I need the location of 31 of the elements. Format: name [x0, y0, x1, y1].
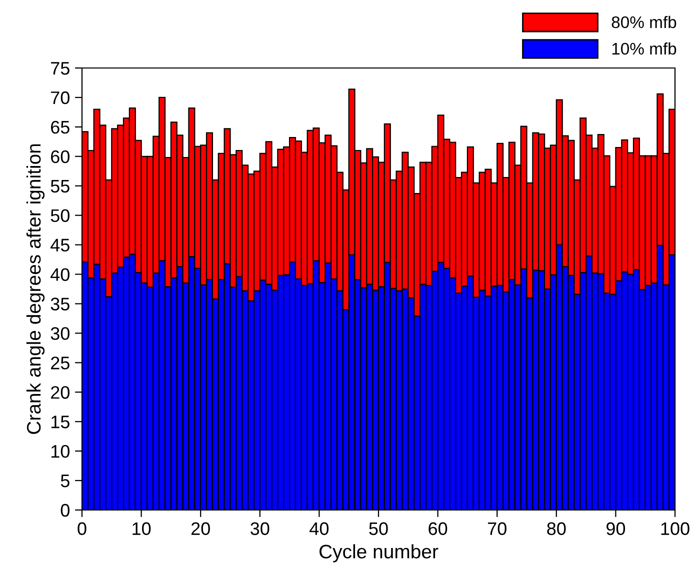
x-tick-label: 20	[191, 522, 210, 536]
x-tick-label: 10	[132, 522, 151, 536]
y-tick-label: 25	[51, 356, 70, 370]
y-tick-label: 65	[51, 120, 70, 134]
y-tick-label: 0	[60, 504, 70, 517]
y-tick-label: 35	[50, 298, 70, 310]
y-tick-label: 45	[50, 238, 70, 252]
y-tick-label: 30	[50, 327, 70, 340]
x-tick-label: 0	[78, 522, 86, 536]
y-tick-label: 15	[51, 416, 70, 428]
y-tick-label: 40	[50, 268, 70, 281]
x-tick-label: 100	[661, 522, 690, 536]
x-tick-label: 90	[606, 522, 626, 536]
x-axis-title: Cycle number	[320, 544, 438, 562]
legend-label: 10% mfb	[612, 42, 676, 55]
y-tick-label: 50	[50, 209, 70, 222]
y-tick-label: 70	[51, 91, 70, 104]
x-tick-label: 80	[547, 522, 566, 536]
x-tick-label: 50	[369, 522, 388, 536]
legend-label: 80% mfb	[612, 16, 676, 28]
x-tick-label: 60	[428, 522, 448, 536]
x-tick-label: 40	[310, 522, 329, 536]
y-axis-title: Crank angle degrees after ignition	[26, 144, 45, 434]
x-tick-label: 30	[250, 522, 270, 536]
y-tick-label: 10	[51, 445, 70, 458]
y-tick-label: 5	[60, 474, 70, 488]
x-tick-label: 70	[488, 522, 506, 536]
y-tick-label: 60	[51, 150, 70, 164]
y-tick-label: 55	[50, 180, 70, 193]
y-tick-label: 75	[51, 62, 70, 75]
y-tick-label: 20	[51, 386, 70, 399]
